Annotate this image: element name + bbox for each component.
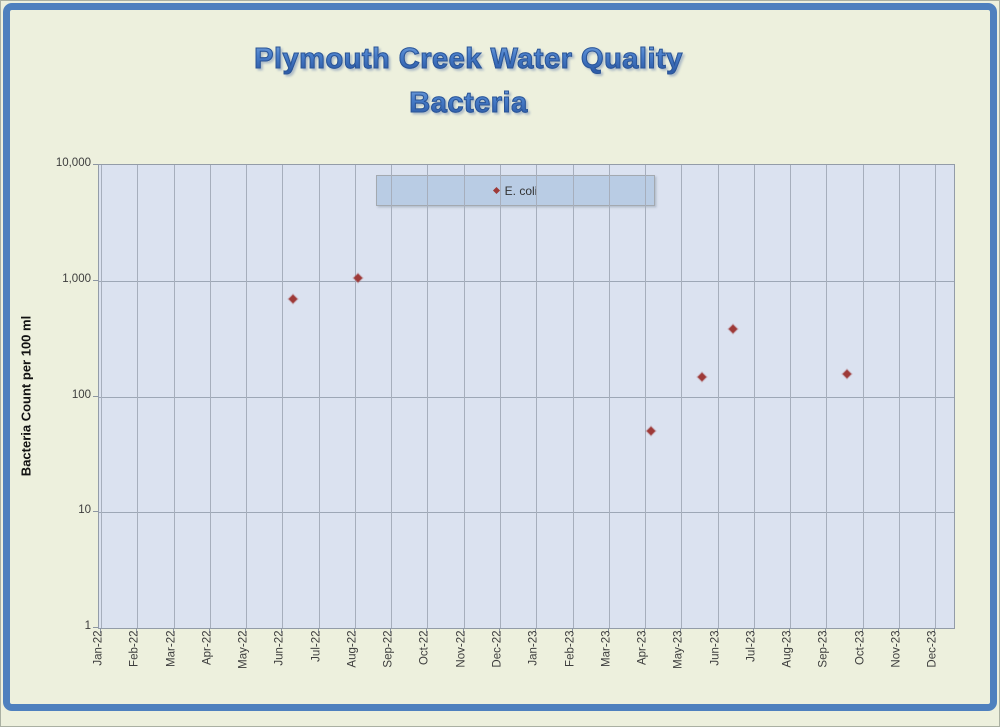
x-axis-tick [717,628,718,633]
y-tick-label: 1,000 [62,273,91,285]
x-gridline [282,165,284,628]
y-tick-label: 10,000 [55,157,91,169]
y-axis-tick [93,511,98,512]
x-tick-label: Aug-23 [781,630,794,668]
x-axis-tick [426,628,427,633]
y-axis-tick [93,280,98,281]
x-gridline [137,165,139,628]
data-point[interactable] [288,295,297,304]
x-axis-tick [209,628,210,633]
x-tick-label: May-23 [672,630,685,669]
y-axis-tick [93,627,98,628]
x-axis-tick [644,628,645,633]
x-tick-label: Feb-23 [564,630,577,667]
x-tick-label: Nov-22 [455,630,468,668]
x-tick-label: Mar-23 [600,630,613,667]
x-tick-label: Oct-23 [854,630,867,666]
x-gridline [717,165,719,628]
legend-marker-diamond-icon [492,186,500,195]
x-axis-tick [753,628,754,633]
x-gridline [391,165,393,628]
x-axis-tick [173,628,174,633]
x-tick-label: Jan-22 [92,630,105,666]
x-tick-label: Jun-23 [709,630,722,666]
x-axis-tick [789,628,790,633]
x-axis-tick [825,628,826,633]
legend-series-label: E. coli [504,183,538,198]
x-tick-label: Nov-23 [890,630,903,668]
x-gridline [536,165,538,628]
x-axis-tick [898,628,899,633]
x-gridline [427,165,429,628]
x-axis-tick [354,628,355,633]
x-gridline [173,165,175,628]
x-gridline [681,165,683,628]
x-gridline [209,165,211,628]
x-tick-label: Jan-23 [527,630,540,666]
x-tick-label: Apr-22 [201,630,214,666]
x-tick-label: Sep-22 [382,630,395,668]
y-gridline [99,396,954,398]
y-axis-tick [93,396,98,397]
x-tick-label: May-22 [237,630,250,669]
x-tick-label: Oct-22 [418,630,431,666]
y-gridline [99,280,954,282]
data-point[interactable] [842,370,852,379]
x-axis-tick [680,628,681,633]
x-axis-tick [535,628,536,633]
x-axis-tick [390,628,391,633]
x-gridline [318,165,320,628]
x-gridline [753,165,755,628]
x-gridline [354,165,356,628]
x-tick-label: Jul-23 [745,630,758,662]
x-gridline [645,165,647,628]
x-axis-tick [100,628,101,633]
y-tick-label: 10 [78,504,91,516]
x-gridline [463,165,465,628]
y-axis-title: Bacteria Count per 100 ml [18,315,34,477]
x-axis-tick [934,628,935,633]
x-tick-label: Sep-23 [817,630,830,668]
x-gridline [826,165,828,628]
x-tick-label: Dec-22 [491,630,504,668]
x-tick-label: Aug-22 [346,630,359,668]
x-gridline [101,165,102,628]
x-axis-tick [608,628,609,633]
x-gridline [790,165,792,628]
x-gridline [935,165,937,628]
x-gridline [898,165,900,628]
y-gridline [99,512,954,514]
y-tick-label: 100 [71,389,91,401]
x-tick-label: Feb-22 [128,630,141,667]
x-gridline [246,165,248,628]
x-tick-label: Jul-22 [310,630,323,662]
x-gridline [862,165,864,628]
x-axis-tick [572,628,573,633]
chart-title-line1: Plymouth Creek Water Quality [254,37,683,81]
x-axis-tick [463,628,464,633]
x-axis-tick [499,628,500,633]
data-point[interactable] [698,372,707,382]
x-axis-tick [862,628,863,633]
legend[interactable]: E. coli [376,175,655,206]
chart-title-line2: Bacteria [409,81,528,125]
y-tick-label: 1 [84,620,91,632]
y-axis-tick [93,164,98,165]
x-gridline [572,165,574,628]
x-tick-label: Apr-23 [636,630,649,666]
x-axis-tick [136,628,137,633]
plot-area[interactable]: E. coli [98,164,955,629]
x-tick-label: Jun-22 [273,630,286,666]
x-axis-tick [245,628,246,633]
x-gridline [608,165,610,628]
chart-title[interactable]: Plymouth Creek Water Quality Bacteria [31,37,906,125]
x-axis-tick [281,628,282,633]
x-tick-label: Mar-22 [165,630,178,667]
data-point[interactable] [728,325,738,334]
x-axis-tick [318,628,319,633]
data-point[interactable] [646,427,656,436]
x-tick-label: Dec-23 [926,630,939,668]
x-gridline [500,165,501,628]
